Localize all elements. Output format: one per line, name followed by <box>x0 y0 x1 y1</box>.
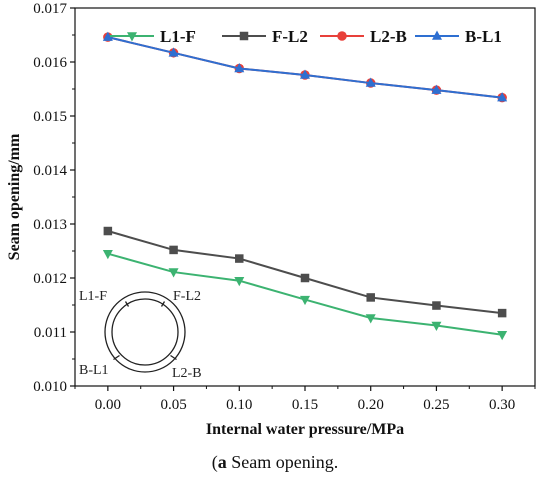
joint-l1-f <box>124 301 130 307</box>
data-point-l1-f <box>234 276 245 287</box>
series-line-l2-b <box>107 36 503 99</box>
data-point-l1-f <box>497 330 508 341</box>
x-tick-label: 0.10 <box>226 397 252 413</box>
legend-marker <box>127 32 137 42</box>
x-tick-label: 0.25 <box>423 397 449 413</box>
legend-item-b-l1: B-L1 <box>415 27 502 46</box>
series-l1-f <box>102 249 508 341</box>
legend: L1-F F-L2 L2-B B-L1 <box>110 27 502 46</box>
data-point-f-l2 <box>169 245 178 255</box>
y-tick-label: 0.017 <box>33 1 67 17</box>
legend-item-l2-b: L2-B <box>320 27 407 46</box>
caption-text: Seam opening. <box>226 452 339 472</box>
legend-label: F-L2 <box>272 27 308 46</box>
ring-inner <box>111 298 179 366</box>
data-point-l1-f <box>168 268 179 278</box>
ring-schematic: L1-F F-L2 B-L1 L2-B <box>79 289 202 381</box>
x-tick-label: 0.30 <box>489 397 515 413</box>
legend-label: L2-B <box>370 27 407 46</box>
x-tick-label: 0.20 <box>358 397 384 413</box>
legend-marker <box>337 31 347 41</box>
y-axis: 0.010 0.011 0.012 0.013 0.014 0.015 0.016 0.017 <box>33 1 75 395</box>
y-axis-title: Seam opening/mm <box>6 133 23 260</box>
y-tick-label: 0.010 <box>33 379 67 395</box>
x-tick-label: 0.15 <box>292 397 318 413</box>
data-point-l1-f <box>300 295 310 306</box>
legend-item-f-l2: F-L2 <box>222 27 308 46</box>
joint-l2-b <box>170 354 177 361</box>
caption-tag: a <box>217 452 227 472</box>
x-axis: 0.00 0.05 0.10 0.15 0.20 0.25 0.30 <box>74 386 536 413</box>
data-point-f-l2 <box>497 308 507 318</box>
inset-label-l2-b: L2-B <box>172 366 202 381</box>
data-point-l1-f <box>365 314 376 324</box>
data-point-f-l2 <box>432 301 441 310</box>
data-point-b-l1 <box>431 84 442 94</box>
x-axis-title: Internal water pressure/MPa <box>206 421 404 438</box>
data-point-l1-f <box>102 249 113 260</box>
data-point-f-l2 <box>235 254 244 263</box>
legend-marker <box>239 31 249 41</box>
legend-item-l1-f: L1-F <box>110 27 196 46</box>
legend-marker <box>432 30 442 40</box>
series-f-l2 <box>103 226 507 318</box>
data-point-l1-f <box>431 321 442 332</box>
series-layer <box>102 31 508 341</box>
x-tick-label: 0.05 <box>160 397 186 413</box>
data-point-f-l2 <box>103 226 113 236</box>
inset-label-l1-f: L1-F <box>79 289 107 304</box>
legend-label: B-L1 <box>465 27 502 46</box>
data-point-f-l2 <box>300 273 310 283</box>
data-point-f-l2 <box>366 293 375 302</box>
y-tick-label: 0.016 <box>33 55 67 71</box>
series-line-b-l1 <box>107 36 503 99</box>
joint-b-l1 <box>113 354 120 361</box>
x-tick-label: 0.00 <box>95 397 121 413</box>
data-point-b-l1 <box>365 77 376 87</box>
series-line-l1-f <box>107 252 503 336</box>
figure-caption: (a Seam opening. <box>211 452 339 472</box>
inset-label-f-l2: F-L2 <box>173 289 201 304</box>
y-tick-label: 0.014 <box>33 163 67 179</box>
data-point-b-l1 <box>497 92 508 102</box>
data-point-b-l1 <box>234 62 245 73</box>
data-point-b-l1 <box>300 69 310 79</box>
data-point-b-l1 <box>102 31 113 41</box>
y-tick-label: 0.013 <box>33 217 67 233</box>
inset-label-b-l1: B-L1 <box>79 363 109 378</box>
y-tick-label: 0.015 <box>33 109 67 125</box>
data-point-b-l1 <box>168 47 179 57</box>
ring-outer <box>104 291 186 373</box>
y-tick-label: 0.011 <box>34 325 67 341</box>
joint-f-l2 <box>160 301 166 307</box>
y-tick-label: 0.012 <box>33 271 67 287</box>
series-b-l1 <box>102 31 508 102</box>
legend-label: L1-F <box>160 27 196 46</box>
